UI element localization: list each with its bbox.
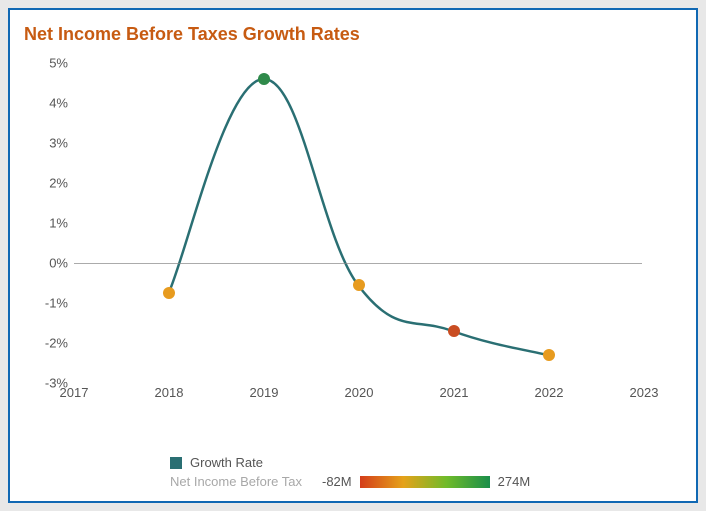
y-tick-label: -2% — [30, 336, 74, 351]
zero-axis-line — [74, 263, 642, 264]
legend-gradient-low: -82M — [322, 474, 352, 489]
plot-area: -3%-2%-1%0%1%2%3%4%5% — [74, 63, 642, 383]
y-tick-label: -1% — [30, 296, 74, 311]
chart-title: Net Income Before Taxes Growth Rates — [24, 24, 682, 45]
x-tick-label: 2019 — [250, 385, 279, 400]
x-tick-label: 2021 — [440, 385, 469, 400]
legend-gradient-row: Net Income Before Tax -82M 274M — [170, 474, 696, 489]
x-tick-label: 2018 — [155, 385, 184, 400]
chart-card: Net Income Before Taxes Growth Rates -3%… — [8, 8, 698, 503]
legend-series-swatch — [170, 457, 182, 469]
legend-gradient-bar — [360, 476, 490, 488]
legend-gradient-label: Net Income Before Tax — [170, 474, 302, 489]
line-path — [74, 63, 642, 383]
chart-area: -3%-2%-1%0%1%2%3%4%5% 201720182019202020… — [74, 53, 642, 413]
x-tick-label: 2022 — [535, 385, 564, 400]
legend-series-row: Growth Rate — [170, 455, 696, 470]
y-tick-label: 2% — [30, 176, 74, 191]
x-tick-label: 2023 — [630, 385, 659, 400]
data-point-marker[interactable] — [258, 73, 270, 85]
x-tick-label: 2020 — [345, 385, 374, 400]
y-tick-label: 3% — [30, 136, 74, 151]
legend: Growth Rate Net Income Before Tax -82M 2… — [10, 451, 696, 493]
y-tick-label: 0% — [30, 256, 74, 271]
legend-series-label: Growth Rate — [190, 455, 263, 470]
y-tick-label: 1% — [30, 216, 74, 231]
y-tick-label: 5% — [30, 56, 74, 71]
x-axis: 2017201820192020202120222023 — [74, 385, 642, 403]
data-point-marker[interactable] — [353, 279, 365, 291]
x-tick-label: 2017 — [60, 385, 89, 400]
y-tick-label: 4% — [30, 96, 74, 111]
data-point-marker[interactable] — [448, 325, 460, 337]
data-point-marker[interactable] — [543, 349, 555, 361]
legend-gradient-high: 274M — [498, 474, 531, 489]
data-point-marker[interactable] — [163, 287, 175, 299]
